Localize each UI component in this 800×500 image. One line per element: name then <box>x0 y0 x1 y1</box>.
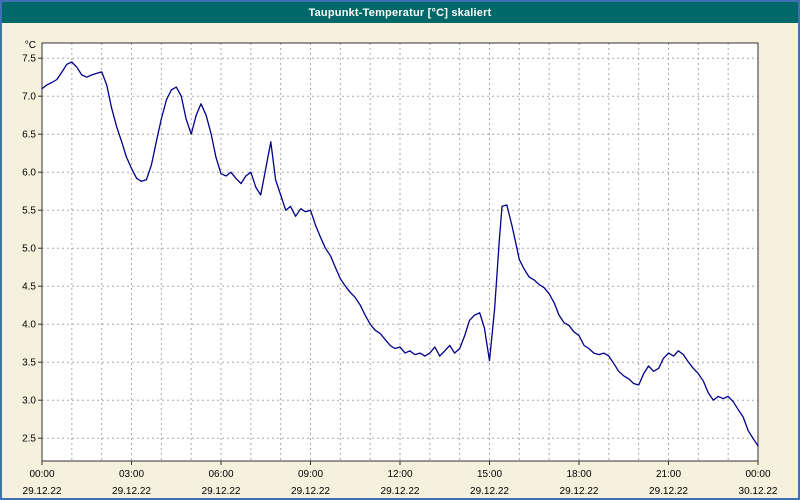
x-time-label: 00:00 <box>745 469 770 480</box>
y-tick-label: 5.5 <box>22 206 36 217</box>
chart-canvas: 2.5 3.0 3.5 4.0 4.5 5.0 5.5 6.0 6.5 7.0 7.5 °C 00:00… <box>22 40 778 497</box>
title-bar: Taupunkt-Temperatur [°C] skaliert <box>2 2 798 23</box>
y-axis-unit-label: °C <box>25 40 36 51</box>
chart-area: 2.5 3.0 3.5 4.0 4.5 5.0 5.5 6.0 6.5 7.0 7.5 °C 00:00… <box>2 23 798 498</box>
x-date-label: 29.12.22 <box>112 486 151 497</box>
y-tick-label: 3.5 <box>22 358 36 369</box>
x-time-label: 18:00 <box>566 469 591 480</box>
x-time-label: 12:00 <box>387 469 412 480</box>
y-tick-label: 6.0 <box>22 168 36 179</box>
x-time-label: 21:00 <box>656 469 681 480</box>
x-time-label: 09:00 <box>298 469 323 480</box>
y-tick-label: 4.5 <box>22 282 36 293</box>
y-tick-label: 3.0 <box>22 396 36 407</box>
x-time-label: 06:00 <box>208 469 233 480</box>
y-tick-label: 4.0 <box>22 320 36 331</box>
series-line <box>41 61 759 447</box>
window-title: Taupunkt-Temperatur [°C] skaliert <box>308 6 492 19</box>
x-date-label: 29.12.22 <box>381 486 420 497</box>
x-date-label: 29.12.22 <box>470 486 509 497</box>
x-time-label: 00:00 <box>29 469 54 480</box>
y-tick-label: 6.5 <box>22 130 36 141</box>
x-time-label: 15:00 <box>477 469 502 480</box>
x-date-label: 29.12.22 <box>291 486 330 497</box>
y-tick-label: 5.0 <box>22 244 36 255</box>
y-tick-label: 2.5 <box>22 434 36 445</box>
y-tick-label: 7.0 <box>22 92 36 103</box>
x-date-label: 30.12.22 <box>739 486 778 497</box>
x-date-label: 29.12.22 <box>23 486 62 497</box>
x-time-label: 03:00 <box>119 469 144 480</box>
plot-background <box>42 43 758 461</box>
x-date-label: 29.12.22 <box>649 486 688 497</box>
x-date-label: 29.12.22 <box>202 486 241 497</box>
y-tick-label: 7.5 <box>22 54 36 65</box>
x-date-label: 29.12.22 <box>560 486 599 497</box>
